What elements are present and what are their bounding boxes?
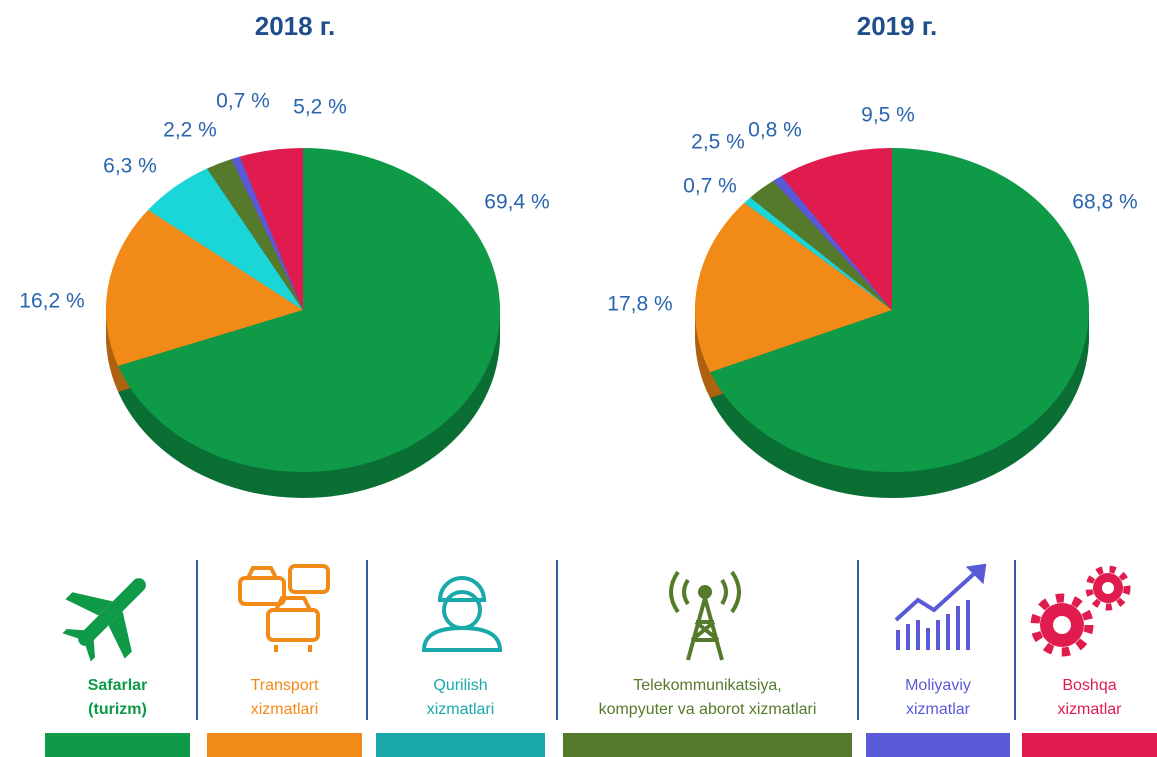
legend-icons	[62, 563, 1131, 662]
slice	[207, 159, 303, 310]
pie: 2019 г. 68,8 % 17,8 % 0,7 % 2,5 %0,8 % 9,5 %	[607, 11, 1138, 498]
legend-label: Transport xizmatlari	[250, 677, 319, 718]
slice	[118, 148, 500, 472]
value-label: 2,5 %	[691, 131, 745, 154]
legend-label: Safarlar (turizm)	[87, 677, 148, 718]
value-label: 0,7 %	[216, 90, 270, 113]
value-label: 6,3 %	[103, 155, 157, 178]
legend-label: Telekommunikatsiya, kompyuter va aborot …	[598, 677, 817, 718]
legend-bar	[1022, 733, 1157, 757]
value-label: 69,4 %	[484, 191, 549, 214]
slice	[148, 168, 303, 310]
value-label: 17,8 %	[607, 293, 672, 316]
slice	[781, 148, 892, 310]
value-label: 0,8 %	[748, 119, 802, 142]
legend-bar	[563, 733, 852, 757]
slice	[744, 197, 892, 310]
legend-bar	[376, 733, 545, 757]
slice	[231, 156, 303, 310]
slice	[773, 175, 892, 310]
legend-bar	[866, 733, 1010, 757]
pie: 2018 г. 69,4 % 16,2 % 6,3 % 2,2 % 0,7 % 5,2 %	[19, 11, 550, 498]
chart-title: 2018 г.	[255, 11, 336, 41]
icon-plane	[62, 578, 146, 662]
slice	[105, 209, 303, 366]
chart-title: 2019 г.	[857, 11, 938, 41]
slice	[695, 202, 892, 373]
slice	[750, 180, 892, 310]
icon-tower	[669, 570, 741, 661]
legend-bar	[45, 733, 190, 757]
slice	[710, 148, 1089, 472]
icon-gears	[1030, 565, 1131, 657]
value-label: 2,2 %	[163, 119, 217, 142]
value-label: 5,2 %	[293, 96, 347, 119]
icon-worker	[421, 576, 503, 652]
legend-bar	[207, 733, 362, 757]
value-label: 0,7 %	[683, 175, 737, 198]
icon-cars	[238, 564, 330, 652]
legend-label: Qurilish xizmatlari	[426, 677, 495, 718]
legend-label: Moliyaviy xizmatlar	[905, 677, 971, 718]
slice	[239, 148, 303, 310]
icon-growth	[894, 563, 987, 650]
value-label: 16,2 %	[19, 290, 84, 313]
legend-label: Boshqa xizmatlar	[1057, 677, 1122, 718]
value-label: 9,5 %	[861, 104, 915, 127]
value-label: 68,8 %	[1072, 191, 1137, 214]
